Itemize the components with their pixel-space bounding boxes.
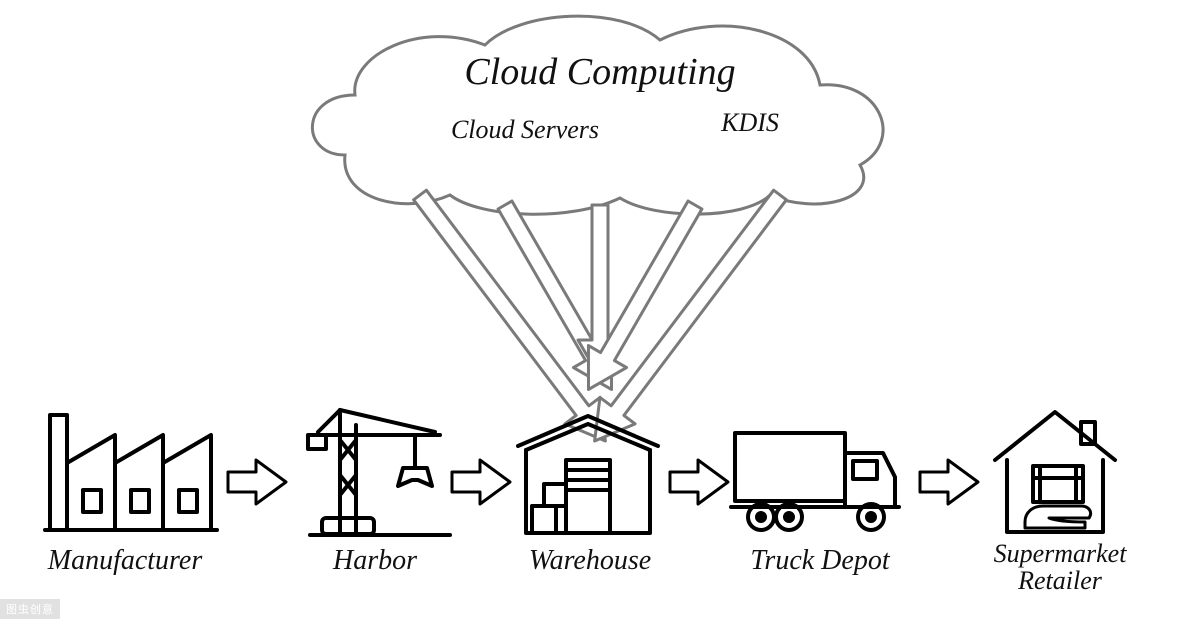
label-truckdepot: Truck Depot: [720, 545, 920, 577]
label-retailer: Supermarket Retailer: [960, 540, 1160, 595]
manufacturer-icon: [45, 415, 217, 530]
watermark: 图虫创意: [0, 599, 60, 619]
truck-depot-icon: [731, 433, 899, 530]
harbor-icon: [308, 410, 450, 535]
cloud-arrows-group: [402, 182, 797, 454]
retailer-icon: [995, 412, 1115, 532]
chain-arrow: [920, 460, 978, 504]
cloud-title: Cloud Computing: [400, 50, 800, 94]
chain-arrow: [228, 460, 286, 504]
chain-arrow: [670, 460, 728, 504]
diagram-canvas: { "diagram": { "type": "flowchart", "bac…: [0, 0, 1200, 619]
label-harbor: Harbor: [300, 545, 450, 577]
label-manufacturer: Manufacturer: [15, 545, 235, 577]
cloud-subtitle-right: KDIS: [680, 108, 820, 138]
cloud-subtitle-left: Cloud Servers: [415, 115, 635, 145]
label-warehouse: Warehouse: [495, 545, 685, 577]
chain-arrow: [452, 460, 510, 504]
